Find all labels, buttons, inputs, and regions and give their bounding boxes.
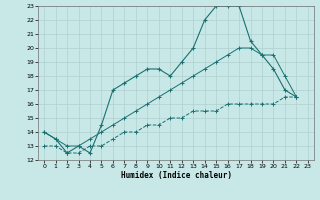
X-axis label: Humidex (Indice chaleur): Humidex (Indice chaleur)	[121, 171, 231, 180]
